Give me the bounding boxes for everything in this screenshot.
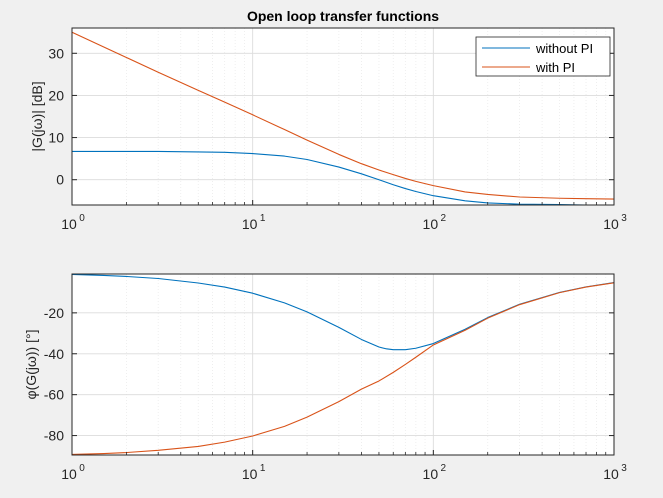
magnitude-xtick-label-exponent: 2	[441, 213, 447, 224]
phase-ticks: 10 0 10 1 10 2 10 3-20-40-60-80	[44, 305, 627, 482]
magnitude-xtick-label-exponent: 3	[621, 213, 627, 224]
phase-grid	[71, 274, 615, 455]
magnitude-series-with-pi	[71, 31, 615, 200]
magnitude-series-without-pi	[72, 150, 614, 206]
magnitude-ylabel: |G(jω)| [dB]	[29, 81, 45, 151]
legend-box	[475, 36, 611, 77]
phase-ytick-label: -60	[44, 387, 64, 403]
phase-ylabel: φ(G(jω)) [°]	[23, 330, 39, 400]
phase-ytick-label: -20	[44, 305, 64, 321]
phase-ytick-label: -40	[44, 346, 64, 362]
phase-lines	[71, 273, 615, 455]
legend-label-without-pi: without PI	[535, 41, 593, 56]
phase-ytick-label: -80	[44, 428, 64, 444]
magnitude-xtick-label: 10	[603, 216, 619, 232]
magnitude-ytick-label: 30	[48, 45, 64, 61]
magnitude-xtick-label: 10	[61, 216, 77, 232]
phase-xtick-label: 10	[603, 466, 619, 482]
legend-label-with-pi: with PI	[535, 60, 575, 75]
phase-xtick-label: 10	[61, 466, 77, 482]
magnitude-axes-box	[71, 27, 615, 206]
magnitude-ytick-label: 0	[56, 172, 64, 188]
phase-xtick-label-exponent: 2	[441, 463, 447, 474]
magnitude-lines	[71, 31, 615, 206]
magnitude-ytick-label: 20	[48, 87, 64, 103]
phase-xtick-label-exponent: 3	[621, 463, 627, 474]
magnitude-xtick-label-exponent: 0	[79, 213, 85, 224]
magnitude-ytick-label: 10	[48, 130, 64, 146]
legend: without PI with PI	[475, 36, 611, 77]
magnitude-xtick-label: 10	[242, 216, 258, 232]
phase-xtick-label-exponent: 0	[79, 463, 85, 474]
magnitude-xtick-label-exponent: 1	[260, 213, 266, 224]
phase-xtick-label: 10	[242, 466, 258, 482]
magnitude-xtick-label: 10	[423, 216, 439, 232]
phase-plot-area	[72, 274, 614, 455]
chart-title: Open loop transfer functions	[247, 8, 439, 24]
phase-series-with-pi	[71, 282, 615, 455]
phase-xtick-label: 10	[423, 466, 439, 482]
phase-axes: 10 0 10 1 10 2 10 3-20-40-60-80 φ(G(jω)) [°]	[23, 273, 627, 482]
phase-axes-box	[71, 273, 615, 456]
phase-xtick-label-exponent: 1	[260, 463, 266, 474]
